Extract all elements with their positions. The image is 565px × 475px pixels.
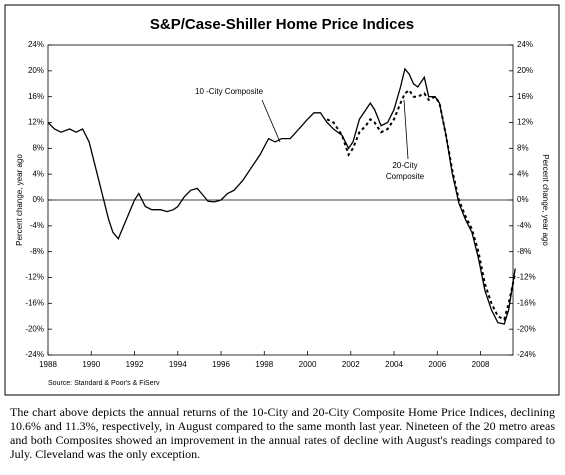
- y-tick-label: -16%: [25, 298, 44, 307]
- source-note: Source: Standard & Poor's & FiServ: [48, 380, 160, 387]
- y-tick-label: 16%: [28, 92, 44, 101]
- y-tick-label: 8%: [32, 143, 44, 152]
- chart: S&P/Case-Shiller Home Price Indices Perc…: [4, 4, 560, 396]
- x-tick-label: 1988: [39, 360, 57, 369]
- x-tick-label: 2006: [428, 360, 446, 369]
- y2-tick-label: 24%: [517, 40, 533, 49]
- annotation: Composite: [386, 172, 425, 181]
- y-tick-label: 4%: [32, 169, 44, 178]
- annotation: 10 -City Composite: [195, 87, 264, 96]
- y-axis-label: Percent change, year ago: [15, 154, 24, 246]
- annotation: 20-City: [392, 161, 417, 170]
- y2-tick-label: -4%: [517, 221, 531, 230]
- x-tick-label: 2008: [472, 360, 490, 369]
- y2-tick-label: 4%: [517, 169, 529, 178]
- x-tick-label: 1992: [126, 360, 144, 369]
- y2-tick-label: -8%: [517, 247, 531, 256]
- y2-tick-label: 12%: [517, 118, 533, 127]
- chart-frame: [4, 4, 560, 396]
- y2-tick-label: 8%: [517, 143, 529, 152]
- y-tick-label: -20%: [25, 324, 44, 333]
- x-tick-label: 1990: [82, 360, 100, 369]
- y2-tick-label: -20%: [517, 324, 536, 333]
- y2-axis-label: Percent change, year ago: [541, 154, 550, 246]
- y2-tick-label: 16%: [517, 92, 533, 101]
- chart-title: S&P/Case-Shiller Home Price Indices: [150, 16, 414, 33]
- y2-tick-label: -24%: [517, 350, 536, 359]
- x-tick-label: 1998: [255, 360, 273, 369]
- annotation-arrow: [403, 99, 409, 160]
- y-tick-label: -24%: [25, 350, 44, 359]
- y2-tick-label: -12%: [517, 273, 536, 282]
- annotation-arrow: [261, 99, 281, 143]
- x-tick-label: 1996: [212, 360, 230, 369]
- x-tick-label: 2000: [299, 360, 317, 369]
- x-tick-label: 2002: [342, 360, 360, 369]
- y2-tick-label: -16%: [517, 298, 536, 307]
- y-tick-label: 20%: [28, 66, 44, 75]
- y-tick-label: 0%: [32, 195, 44, 204]
- y-tick-label: -12%: [25, 273, 44, 282]
- caption: The chart above depicts the annual retur…: [10, 405, 555, 461]
- y-tick-label: -8%: [30, 247, 44, 256]
- y2-tick-label: 20%: [517, 66, 533, 75]
- y-tick-label: 24%: [28, 40, 44, 49]
- series-line: [47, 67, 516, 325]
- x-tick-label: 2004: [385, 360, 403, 369]
- x-tick-label: 1994: [169, 360, 187, 369]
- y-tick-label: -4%: [30, 221, 44, 230]
- y2-tick-label: 0%: [517, 195, 529, 204]
- y-tick-label: 12%: [28, 118, 44, 127]
- series-line: [326, 88, 517, 321]
